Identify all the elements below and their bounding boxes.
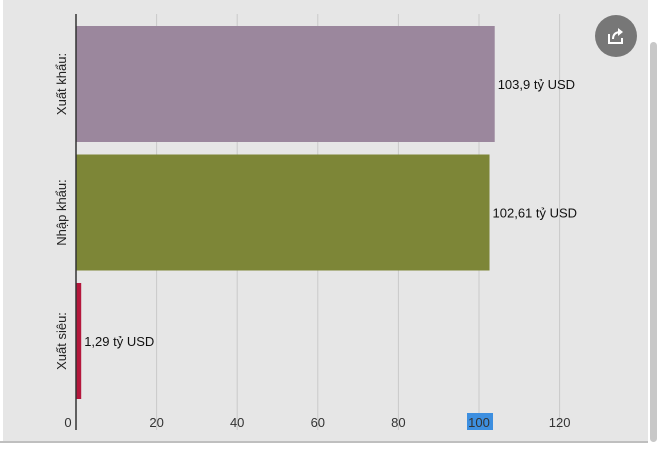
- share-icon: [608, 28, 623, 44]
- scrollbar-thumb[interactable]: [650, 42, 657, 442]
- bar: [76, 26, 495, 142]
- x-tick-label: 60: [311, 415, 325, 430]
- bars: [76, 26, 495, 399]
- share-button[interactable]: [595, 15, 637, 57]
- data-label: 1,29 tỷ USD: [84, 334, 154, 349]
- bar: [76, 283, 82, 399]
- category-label: Nhập khẩu:: [54, 179, 69, 246]
- x-tick-label: 100: [468, 415, 490, 430]
- data-label: 103,9 tỷ USD: [498, 77, 575, 92]
- x-tick-label: 40: [230, 415, 244, 430]
- category-label: Xuất khẩu:: [54, 53, 69, 115]
- bottom-border: [0, 441, 648, 443]
- value-labels: 103,9 tỷ USD 102,61 tỷ USD 1,29 tỷ USD: [84, 77, 577, 349]
- x-tick-label: 80: [391, 415, 405, 430]
- x-tick-labels: 0 20 40 60 80 100 120: [64, 413, 570, 430]
- data-label: 102,61 tỷ USD: [493, 206, 578, 221]
- x-tick-label: 20: [149, 415, 163, 430]
- x-tick-label: 0: [64, 415, 71, 430]
- bar: [76, 154, 490, 271]
- x-tick-label: 120: [549, 415, 571, 430]
- category-label: Xuất siêu:: [54, 312, 69, 370]
- tick-highlight: [467, 413, 493, 430]
- category-labels: Xuất khẩu: Nhập khẩu: Xuất siêu:: [54, 53, 69, 370]
